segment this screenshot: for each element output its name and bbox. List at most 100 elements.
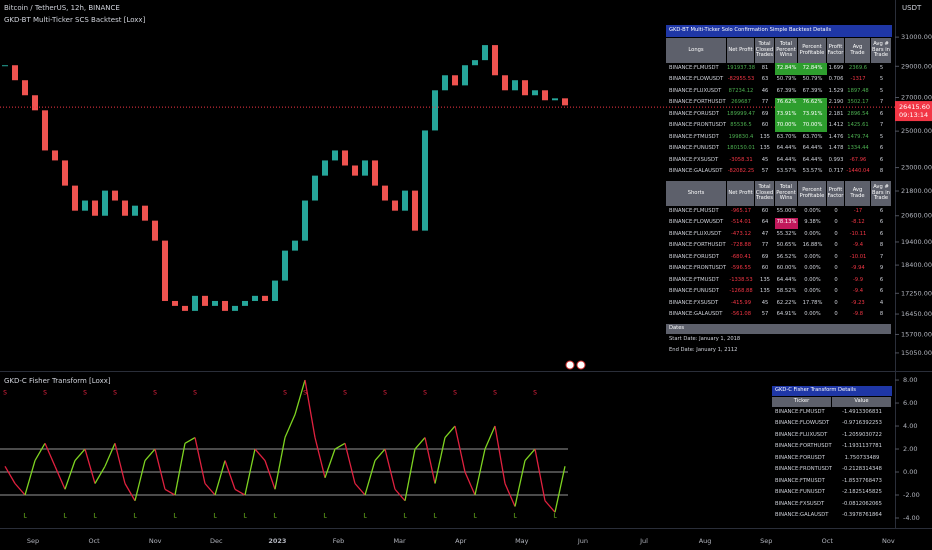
long-signal: L — [133, 513, 137, 520]
table-cell: 8 — [879, 168, 884, 175]
candle — [12, 65, 18, 81]
candle — [402, 190, 408, 211]
table-cell: 45 — [761, 156, 769, 163]
table-cell: BINANCE:FTMUSDT — [775, 477, 825, 484]
candle — [382, 185, 388, 201]
table-cell: 45 — [761, 299, 769, 306]
short-signal: S — [3, 390, 7, 397]
table-cell: 1.412 — [828, 122, 844, 129]
x-tick-label: Oct — [88, 537, 100, 545]
candle — [372, 160, 378, 186]
header-cell: Avg Trade — [845, 181, 871, 206]
header-cell: Total Percent Wins — [775, 181, 798, 206]
table-cell: 7 — [879, 122, 884, 129]
table-cell: 67.39% — [776, 87, 797, 94]
header-cell: Shorts — [666, 181, 727, 206]
table-cell: -1.8537768473 — [842, 477, 882, 484]
candle — [292, 240, 298, 251]
fisher-segment — [344, 443, 356, 484]
table-cell: 60 — [761, 207, 769, 214]
table-cell: 69 — [761, 253, 769, 260]
table-cell: 64.44% — [802, 145, 823, 152]
last-price-label: 26415.60 — [899, 103, 930, 111]
x-tick-label: Jun — [577, 537, 588, 545]
fisher-segment — [554, 466, 566, 513]
candle — [32, 95, 38, 111]
short-signal: S — [383, 390, 387, 397]
candle — [92, 200, 98, 216]
table-cell: BINANCE:FRONTUSDT — [669, 122, 727, 129]
table-cell: 16.88% — [802, 242, 823, 249]
table-cell: 3502.17 — [847, 99, 869, 106]
candle — [272, 280, 278, 301]
table-cell: 64.44% — [776, 145, 797, 152]
fisher-segment — [194, 437, 206, 484]
candle — [192, 295, 198, 311]
table-cell: 57 — [761, 168, 769, 175]
table-cell: BINANCE:FORTHUSDT — [669, 242, 726, 249]
fisher-segment — [274, 437, 286, 490]
table-cell: 135 — [760, 288, 770, 295]
table-cell: 0.706 — [828, 76, 844, 83]
candle — [42, 110, 48, 151]
table-cell: 1897.48 — [847, 87, 869, 94]
flag-icon[interactable] — [576, 360, 586, 370]
long-signal: L — [433, 513, 437, 520]
short-signal: S — [153, 390, 157, 397]
table-cell: BINANCE:FTMUSDT — [669, 276, 719, 283]
table-cell: 180150.01 — [727, 145, 755, 152]
table-cell: 0 — [834, 265, 838, 272]
table-cell: 5 — [879, 87, 884, 94]
table-cell: 87234.12 — [728, 87, 754, 94]
candle — [472, 60, 478, 66]
candle — [82, 200, 88, 211]
fisher-segment — [244, 448, 256, 496]
table-cell: 0 — [834, 219, 838, 226]
fisher-segment — [84, 448, 96, 484]
table-cell: 0.00% — [804, 288, 821, 295]
table-cell: 73.91% — [775, 109, 798, 121]
candle — [212, 300, 218, 306]
table-cell: BINANCE:FLOWUSDT — [775, 420, 830, 427]
candle — [232, 305, 238, 311]
header-cell: Profit Factor — [827, 38, 845, 63]
table-cell: BINANCE:FLMUSDT — [669, 64, 719, 71]
fisher-segment — [434, 437, 446, 484]
y-tick-label: 23000.00 — [901, 164, 932, 172]
candle — [152, 220, 158, 241]
table-cell: 1.750733489 — [844, 454, 880, 461]
table-cell: -680.41 — [730, 253, 752, 260]
table-cell: 85536.5 — [730, 122, 752, 129]
table-cell: -1.2059030722 — [842, 431, 882, 438]
table-cell: 135 — [760, 276, 770, 283]
table-cell: 47 — [761, 230, 769, 237]
fisher-segment — [74, 448, 86, 461]
table-cell: 1.699 — [828, 64, 844, 71]
table-cell: BINANCE:GALAUSDT — [669, 168, 723, 175]
fisher-segment — [374, 448, 386, 461]
short-signal: S — [283, 390, 287, 397]
table-cell: 64.44% — [802, 156, 823, 163]
table-cell: -1.4913306831 — [842, 408, 882, 415]
table-cell: 0.00% — [804, 276, 821, 283]
short-signal: S — [83, 390, 87, 397]
fisher-title: GKD-C Fisher Transform [Loxx] — [4, 377, 111, 385]
table-cell: 9 — [879, 265, 884, 272]
table-cell: -965.17 — [730, 207, 752, 214]
x-tick-label: Jul — [639, 537, 648, 545]
header-cell: Avg # Bars in Trade — [871, 181, 892, 206]
table-cell: 0 — [834, 253, 838, 260]
table-cell: -473.12 — [730, 230, 752, 237]
flag-icon[interactable] — [565, 360, 575, 370]
candle — [362, 160, 368, 176]
table-cell: 191937.38 — [727, 64, 755, 71]
long-signal: L — [213, 513, 217, 520]
long-signal: L — [23, 513, 27, 520]
table-cell: -1317 — [850, 76, 866, 83]
candle — [482, 45, 488, 61]
fisher-segment — [474, 448, 486, 496]
x-tick-label: Aug — [699, 537, 712, 545]
candle — [322, 160, 328, 176]
table-cell: 63.70% — [776, 133, 797, 140]
table-cell: 67.39% — [802, 87, 823, 94]
